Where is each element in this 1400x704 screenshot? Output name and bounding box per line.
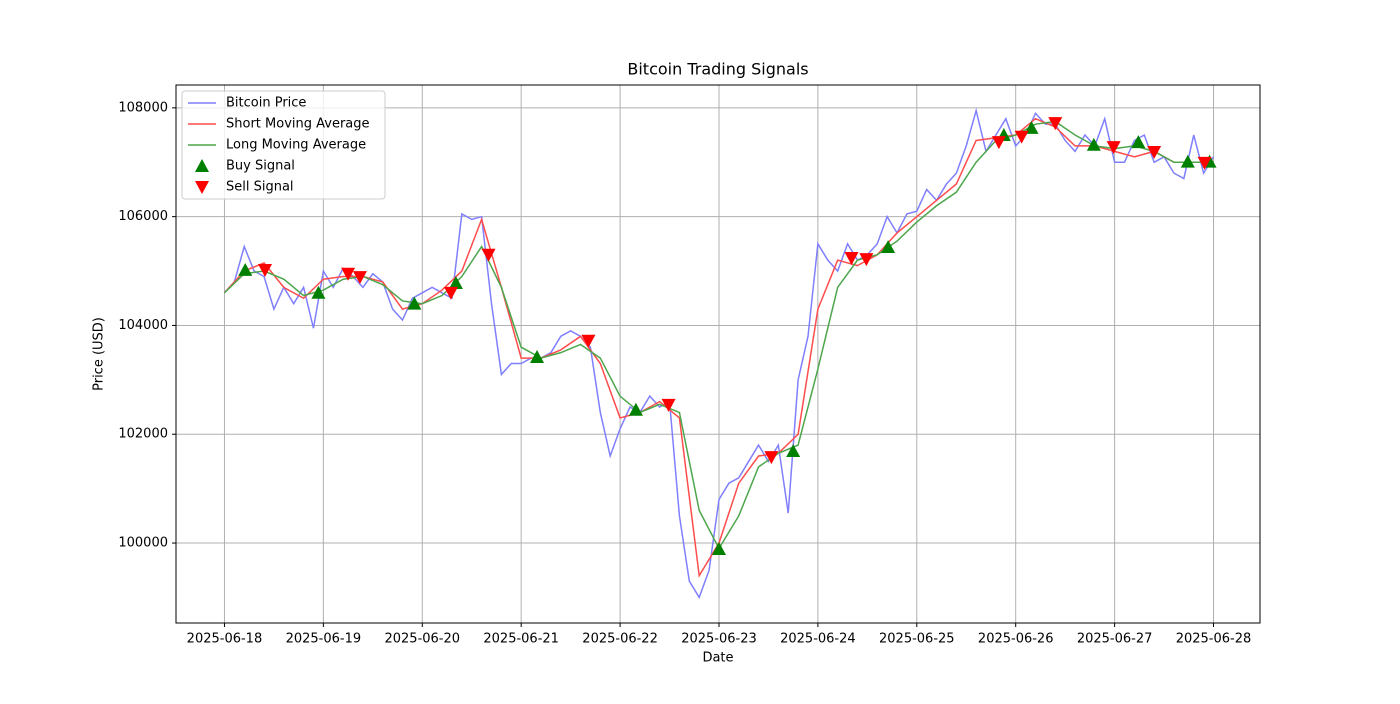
x-tick-label: 2025-06-21 <box>483 632 559 647</box>
legend-box <box>181 90 386 200</box>
y-tick-label: 108000 <box>118 100 168 115</box>
signal-marker <box>238 262 253 276</box>
legend-label: Long Moving Average <box>226 138 366 153</box>
x-tick-label: 2025-06-23 <box>681 632 757 647</box>
legend-label: Sell Signal <box>226 180 294 195</box>
signal-marker <box>1147 145 1162 159</box>
legend-swatch <box>195 159 209 172</box>
signal-marker <box>311 285 326 299</box>
signal-marker <box>1106 141 1121 155</box>
signal-marker <box>258 264 273 277</box>
legend-label: Bitcoin Price <box>226 96 306 111</box>
x-tick-label: 2025-06-19 <box>286 632 362 647</box>
signal-marker <box>1131 135 1146 149</box>
signal-marker <box>407 296 422 310</box>
signal-marker <box>859 253 874 267</box>
x-tick-label: 2025-06-20 <box>384 632 460 647</box>
signal-marker <box>844 252 859 265</box>
signal-marker <box>341 267 356 281</box>
signal-marker <box>786 444 801 458</box>
signal-marker <box>1197 156 1212 170</box>
legend-label: Buy Signal <box>226 159 295 174</box>
y-axis-label: Price (USD) <box>92 317 107 391</box>
signal-marker <box>448 276 463 289</box>
signal-marker <box>661 398 676 412</box>
legend: Bitcoin Price Short Moving Average Long Mo… <box>181 90 386 200</box>
signal-marker <box>1180 154 1195 168</box>
y-tick-label: 102000 <box>118 427 168 442</box>
x-tick-label: 2025-06-27 <box>1077 632 1153 647</box>
x-tick-label: 2025-06-28 <box>1176 632 1252 647</box>
x-tick-label: 2025-06-25 <box>879 632 955 647</box>
signal-marker <box>443 286 458 300</box>
x-tick-label: 2025-06-18 <box>187 632 263 647</box>
signal-marker <box>1024 120 1039 134</box>
x-axis-label: Date <box>702 651 733 666</box>
signal-marker <box>881 240 896 254</box>
signal-marker <box>991 136 1006 150</box>
plot-frame <box>175 84 1261 624</box>
y-tick-label: 106000 <box>118 209 168 224</box>
signal-marker <box>581 334 596 348</box>
signal-marker <box>711 542 726 555</box>
signal-marker <box>1086 137 1101 151</box>
signal-marker <box>1048 117 1063 131</box>
signal-marker <box>764 451 779 465</box>
chart-title: Bitcoin Trading Signals <box>627 60 808 79</box>
y-tick-label: 104000 <box>118 318 168 333</box>
signal-marker <box>530 349 545 363</box>
x-tick-label: 2025-06-22 <box>582 632 658 647</box>
signal-marker <box>1014 130 1029 144</box>
x-tick-label: 2025-06-26 <box>978 632 1054 647</box>
legend-swatch <box>195 181 209 194</box>
legend-label: Short Moving Average <box>226 117 370 132</box>
x-tick-label: 2025-06-24 <box>780 632 856 647</box>
y-tick-label: 100000 <box>118 536 168 551</box>
signal-marker <box>628 402 643 416</box>
signal-marker <box>481 248 496 262</box>
signal-marker <box>352 271 367 285</box>
